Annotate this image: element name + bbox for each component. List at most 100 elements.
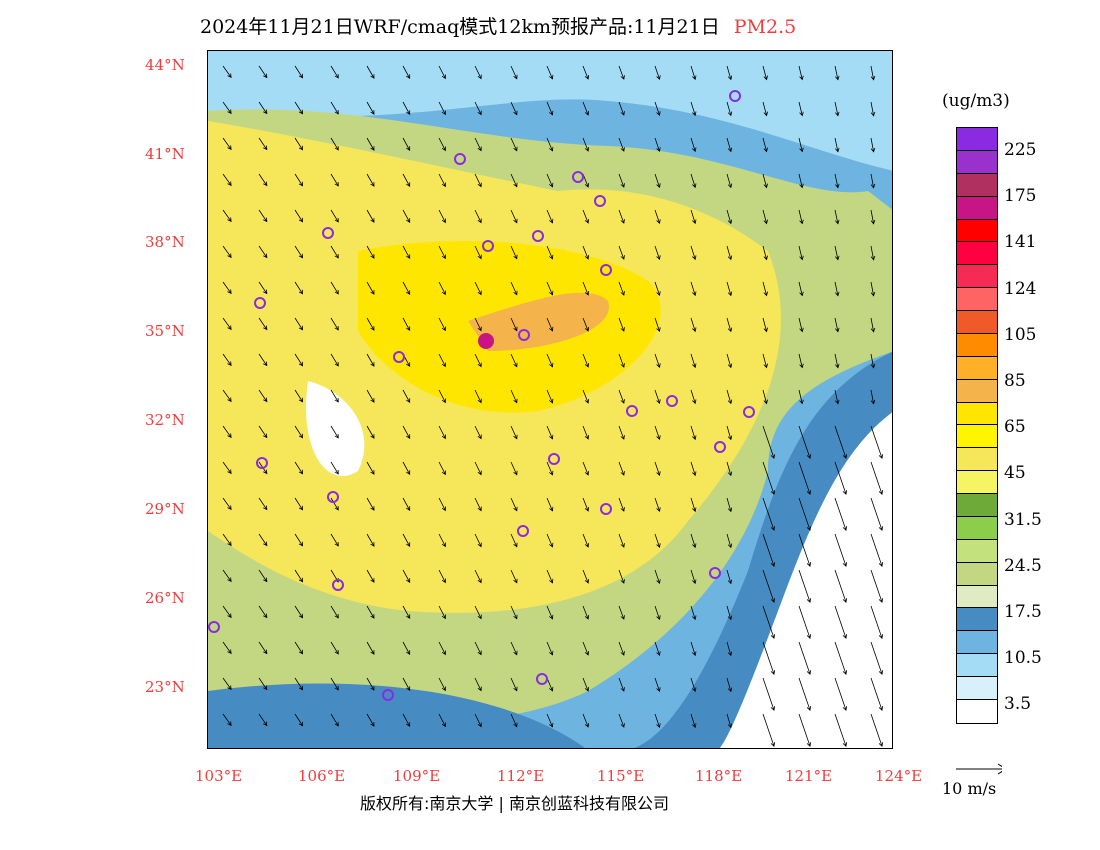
wind-arrow xyxy=(258,533,268,547)
wind-arrow xyxy=(402,713,411,728)
reference-arrow-icon xyxy=(956,763,1007,775)
wind-arrow xyxy=(258,605,268,619)
wind-arrow xyxy=(402,569,411,584)
company: 南京创蓝科技有限公司 xyxy=(508,794,669,813)
wind-arrow xyxy=(726,569,733,585)
wind-arrow xyxy=(438,65,446,80)
wind-arrow xyxy=(438,497,446,512)
wind-arrow xyxy=(798,245,804,261)
wind-arrow xyxy=(438,677,446,692)
color-swatch xyxy=(957,494,997,517)
wind-arrow xyxy=(726,641,733,657)
wind-arrow xyxy=(258,641,268,655)
wind-arrow xyxy=(762,641,776,675)
wind-arrow xyxy=(330,245,339,259)
wind-arrow xyxy=(618,353,625,368)
wind-arrow xyxy=(258,245,268,259)
wind-arrow xyxy=(798,281,804,297)
wind-arrow xyxy=(474,389,482,404)
wind-arrow xyxy=(294,425,304,439)
color-swatch xyxy=(957,471,997,494)
wind-arrow xyxy=(258,137,268,151)
color-swatch xyxy=(957,402,997,426)
wind-arrow xyxy=(258,713,268,727)
wind-arrow xyxy=(870,641,884,675)
color-swatch xyxy=(957,562,997,586)
mountain-clean-region xyxy=(306,381,365,477)
wind-arrow xyxy=(582,497,590,512)
wind-arrow xyxy=(582,353,590,368)
color-swatch xyxy=(957,516,997,540)
wind-arrow xyxy=(222,101,232,115)
wind-arrow xyxy=(654,317,661,333)
station-marker xyxy=(572,171,584,183)
station-marker xyxy=(382,689,394,701)
wind-arrow xyxy=(474,425,482,440)
wind-arrow xyxy=(222,425,232,439)
wind-arrow xyxy=(402,137,411,152)
wind-arrow xyxy=(330,281,339,295)
wind-arrow xyxy=(654,389,661,405)
wind-arrow xyxy=(762,569,776,603)
wind-arrow xyxy=(402,425,411,440)
wind-arrow xyxy=(870,137,876,153)
wind-arrow xyxy=(294,641,304,655)
wind-arrow xyxy=(402,209,411,224)
wind-arrow xyxy=(510,101,518,116)
wind-arrow xyxy=(834,677,848,711)
wind-arrow xyxy=(510,281,518,296)
wind-arrow xyxy=(690,209,697,225)
wind-arrow xyxy=(762,245,768,261)
south-blue-region xyxy=(208,683,586,748)
wind-arrow xyxy=(690,641,697,657)
wind-arrow xyxy=(330,65,339,79)
wind-arrow xyxy=(834,101,840,117)
wind-arrow xyxy=(762,533,776,567)
wind-arrow xyxy=(690,461,697,477)
wind-arrow xyxy=(402,461,411,476)
wind-arrow xyxy=(546,317,554,332)
color-bar-label: 10.5 xyxy=(1004,648,1042,669)
wind-arrow xyxy=(726,713,733,729)
wind-arrow xyxy=(690,281,697,297)
wind-arrow xyxy=(798,137,804,153)
color-bar xyxy=(956,127,998,724)
wind-arrow xyxy=(474,65,482,80)
lon-label: 103°E xyxy=(195,767,243,785)
wind-arrow xyxy=(330,173,339,187)
color-bar-label: 85 xyxy=(1004,371,1026,391)
wind-arrow xyxy=(510,245,518,260)
wind-arrow xyxy=(366,245,375,259)
wind-arrow xyxy=(798,497,812,531)
wind-arrow xyxy=(294,461,304,475)
wind-arrow xyxy=(798,713,812,747)
wind-arrow xyxy=(258,101,268,115)
wind-arrow xyxy=(582,317,590,332)
color-swatch xyxy=(957,448,997,472)
wind-arrow xyxy=(222,497,232,511)
wind-arrow xyxy=(690,137,697,153)
wind-arrow xyxy=(546,281,554,296)
wind-arrow xyxy=(546,425,554,440)
wind-arrow xyxy=(258,353,268,367)
wind-arrow xyxy=(582,137,590,152)
lon-label: 112°E xyxy=(497,767,545,785)
wind-arrow xyxy=(402,497,411,512)
wind-arrow xyxy=(870,569,884,603)
wind-arrow xyxy=(762,677,776,711)
wind-arrow xyxy=(438,101,446,116)
wind-arrow xyxy=(582,605,590,620)
wind-arrow xyxy=(438,713,446,728)
wind-arrow xyxy=(618,101,625,116)
wind-arrow xyxy=(366,713,375,727)
wind-arrow xyxy=(798,389,804,405)
wind-arrow xyxy=(330,209,339,223)
wind-arrow xyxy=(222,209,232,223)
wind-arrow xyxy=(654,65,661,81)
wind-arrow xyxy=(834,713,848,747)
color-swatch xyxy=(957,288,997,311)
wind-arrow xyxy=(510,713,518,728)
wind-arrow xyxy=(366,209,375,223)
color-bar-label: 24.5 xyxy=(1004,555,1042,576)
wind-arrow xyxy=(726,605,733,621)
